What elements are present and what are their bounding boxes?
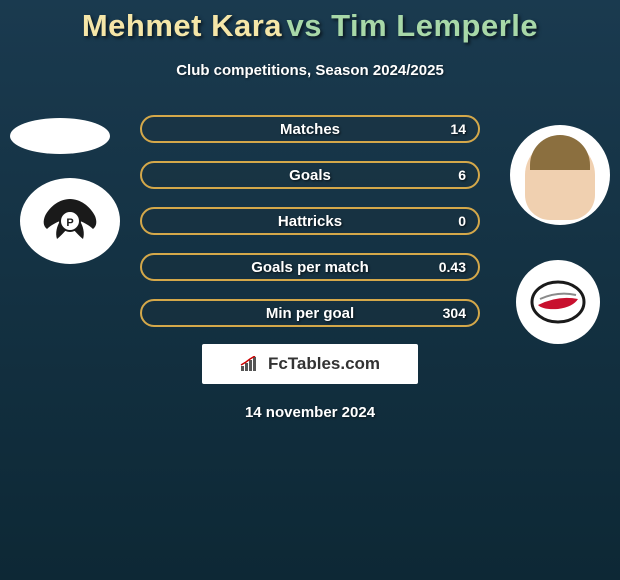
title-row: Mehmet Kara vs Tim Lemperle — [0, 0, 620, 44]
branding-box: FcTables.com — [202, 344, 418, 384]
stat-row-matches: Matches 14 — [10, 114, 610, 144]
stat-label: Min per goal — [266, 305, 354, 322]
comparison-card: Mehmet Kara vs Tim Lemperle Club competi… — [0, 0, 620, 421]
stat-pill: Hattricks 0 — [140, 207, 480, 235]
stat-row-hattricks: Hattricks 0 — [10, 206, 610, 236]
stat-value: 0 — [458, 213, 466, 229]
stat-row-min-per-goal: Min per goal 304 — [10, 298, 610, 328]
stat-value: 14 — [450, 121, 466, 137]
stat-value: 0.43 — [439, 259, 466, 275]
stat-label: Goals per match — [251, 259, 369, 276]
stat-pill: Goals per match 0.43 — [140, 253, 480, 281]
subtitle: Club competitions, Season 2024/2025 — [0, 62, 620, 79]
stats-area: Matches 14 Goals 6 Hattricks 0 Goals per… — [0, 114, 620, 328]
branding-text: FcTables.com — [268, 354, 380, 374]
player2-name: Tim Lemperle — [331, 8, 538, 43]
stat-value: 304 — [443, 305, 466, 321]
stat-label: Matches — [280, 121, 340, 138]
player1-name: Mehmet Kara — [82, 8, 282, 43]
stat-pill: Min per goal 304 — [140, 299, 480, 327]
vs-label: vs — [287, 8, 332, 43]
stat-value: 6 — [458, 167, 466, 183]
stat-row-goals: Goals 6 — [10, 160, 610, 190]
stat-label: Hattricks — [278, 213, 342, 230]
chart-icon — [240, 356, 262, 372]
stat-row-goals-per-match: Goals per match 0.43 — [10, 252, 610, 282]
stat-label: Goals — [289, 167, 331, 184]
date-text: 14 november 2024 — [0, 404, 620, 421]
stat-pill: Matches 14 — [140, 115, 480, 143]
stat-pill: Goals 6 — [140, 161, 480, 189]
